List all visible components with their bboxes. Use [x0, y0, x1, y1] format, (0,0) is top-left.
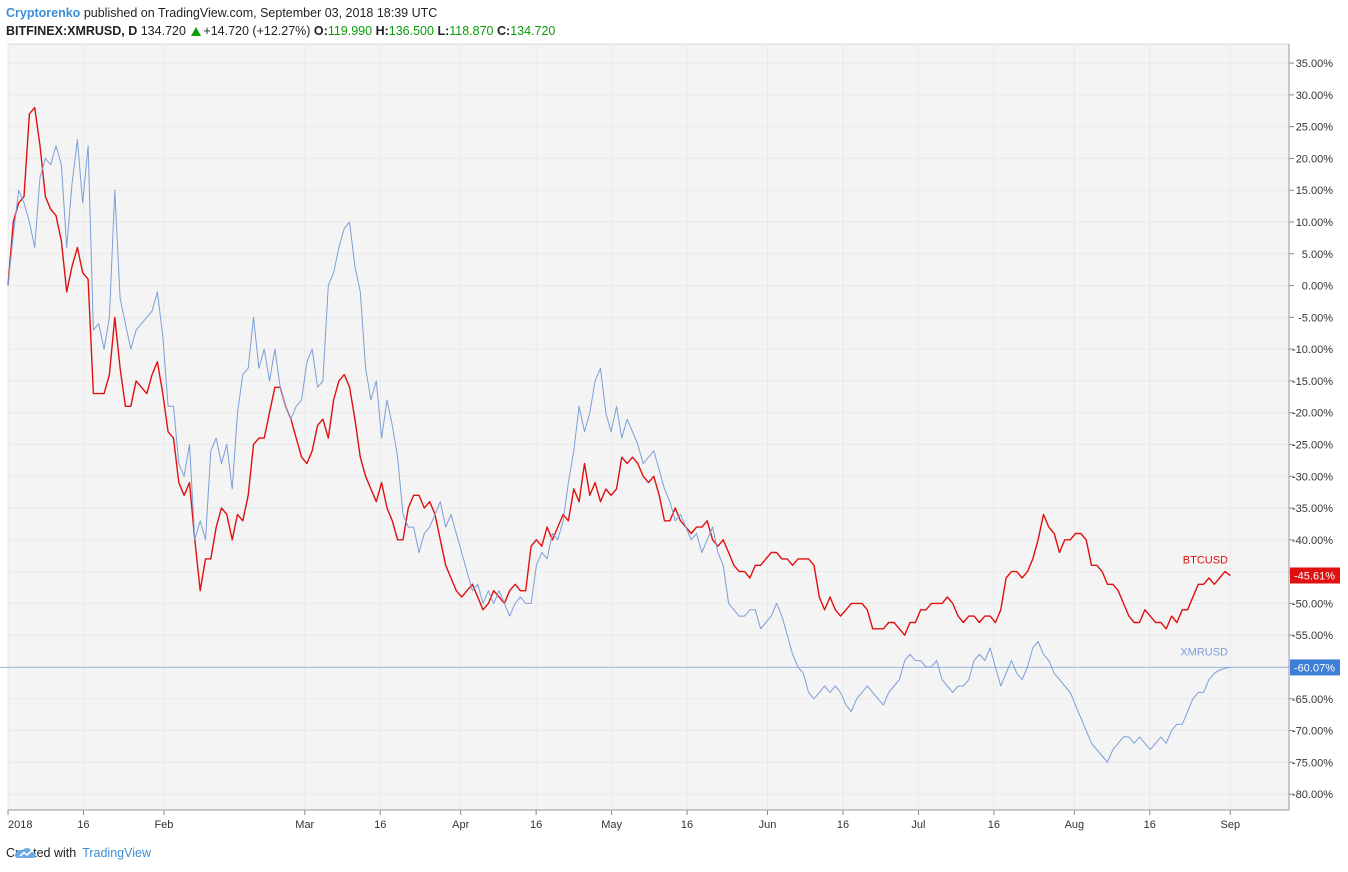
y-tick-label: -35.00% [1292, 503, 1333, 515]
y-tick-label: -65.00% [1292, 694, 1333, 706]
published-text: published on TradingView.com, September … [83, 6, 438, 20]
y-tick-label: 15.00% [1296, 185, 1334, 197]
y-tick-label: 30.00% [1296, 90, 1334, 102]
close-value: 134.720 [510, 24, 556, 38]
open-label: O: [313, 24, 328, 38]
x-tick-label: 2018 [8, 819, 32, 831]
last-price: 134.720 [140, 24, 186, 38]
y-tick-label: 10.00% [1296, 217, 1334, 229]
plot-background[interactable] [7, 43, 1290, 811]
y-tick-label: -40.00% [1292, 535, 1333, 547]
open-value: 119.990 [327, 24, 373, 38]
close-label: C: [497, 24, 511, 38]
up-arrow-icon [191, 27, 202, 36]
value-badge-label: -45.61% [1294, 570, 1335, 582]
y-tick-label: 25.00% [1296, 122, 1334, 134]
ohlc-line: BITFINEX:XMRUSD, D 134.720 +14.720 (+12.… [6, 22, 555, 40]
x-tick-label: Sep [1220, 819, 1240, 831]
x-tick-label: 16 [1144, 819, 1156, 831]
x-tick-label: Jul [911, 819, 925, 831]
series-line-xmrusd[interactable] [7, 138, 1231, 763]
price-change: +14.720 (+12.27%) [203, 24, 311, 38]
symbol-label: BITFINEX:XMRUSD, D [6, 24, 138, 38]
series-line-btcusd[interactable] [7, 106, 1231, 636]
x-tick-label: 16 [988, 819, 1000, 831]
low-value: 118.870 [449, 24, 494, 38]
value-badge-label: -60.07% [1294, 662, 1335, 674]
x-tick-label: 16 [77, 819, 89, 831]
low-label: L: [437, 24, 450, 38]
footer: Created with TradingView [6, 846, 151, 860]
value-badge [1290, 659, 1340, 676]
series-name-label: BTCUSD [1183, 554, 1228, 566]
x-tick-label: 16 [374, 819, 386, 831]
high-label: H: [375, 24, 389, 38]
high-value: 136.500 [388, 24, 434, 38]
value-badge [1290, 567, 1340, 584]
y-tick-label: 20.00% [1296, 153, 1334, 165]
x-tick-label: Jun [759, 819, 777, 831]
y-tick-label: -10.00% [1292, 344, 1333, 356]
x-tick-label: Apr [452, 819, 469, 831]
y-tick-label: 0.00% [1302, 281, 1333, 293]
author-link[interactable]: Cryptorenko [6, 6, 81, 20]
y-tick-label: -15.00% [1292, 376, 1333, 388]
y-tick-label: -55.00% [1292, 630, 1333, 642]
y-tick-label: -50.00% [1292, 598, 1333, 610]
tradingview-link[interactable]: TradingView [82, 846, 151, 860]
chart-header: Cryptorenko published on TradingView.com… [6, 4, 555, 40]
x-tick-label: 16 [530, 819, 542, 831]
y-tick-label: -75.00% [1292, 757, 1333, 769]
x-tick-label: Mar [295, 819, 314, 831]
y-tick-label: -80.00% [1292, 789, 1333, 801]
y-tick-label: -20.00% [1292, 408, 1333, 420]
x-tick-label: May [601, 819, 622, 831]
x-tick-label: 16 [837, 819, 849, 831]
series-name-label: XMRUSD [1180, 646, 1228, 658]
y-tick-label: -25.00% [1292, 439, 1333, 451]
y-tick-label: 5.00% [1302, 249, 1333, 261]
y-tick-label: 35.00% [1296, 58, 1334, 70]
x-tick-label: Feb [154, 819, 173, 831]
y-tick-label: -30.00% [1292, 471, 1333, 483]
tradingview-cloud-icon[interactable] [14, 846, 38, 860]
y-tick-label: -5.00% [1298, 312, 1333, 324]
publish-line: Cryptorenko published on TradingView.com… [6, 4, 555, 22]
x-tick-label: 16 [681, 819, 693, 831]
y-tick-label: -70.00% [1292, 726, 1333, 738]
x-tick-label: Aug [1065, 819, 1085, 831]
